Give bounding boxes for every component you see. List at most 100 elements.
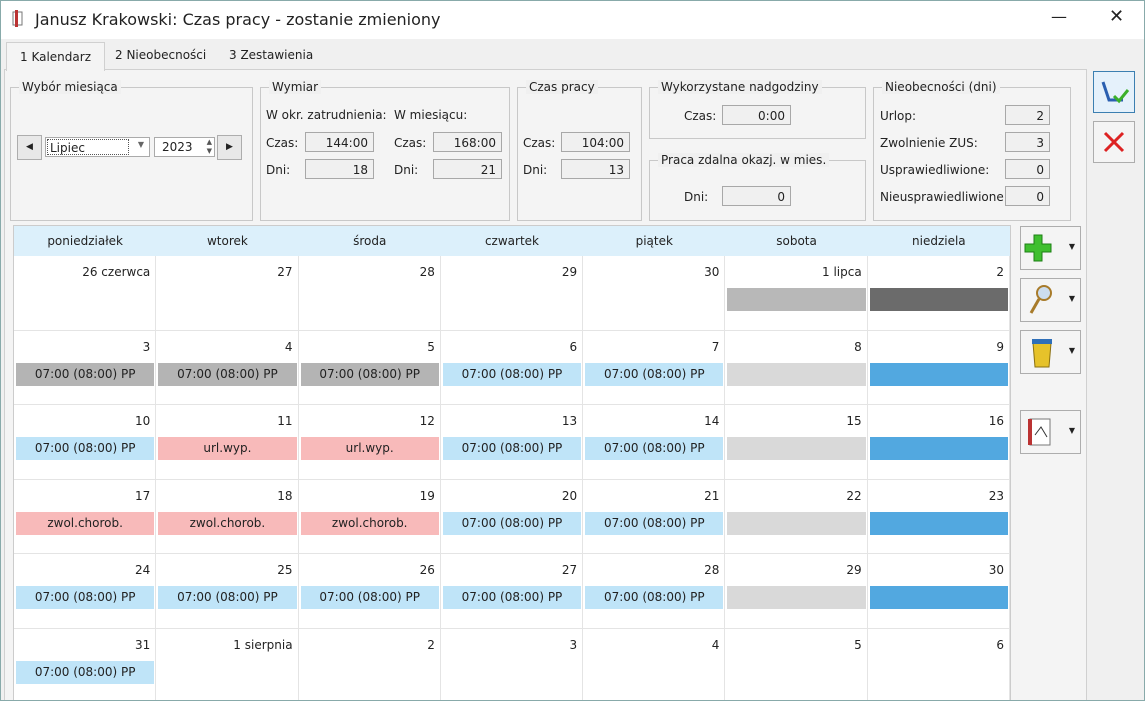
day-label: 25 <box>277 563 293 577</box>
group-box: Wybór miesiąca <box>10 80 253 221</box>
day-cell <box>867 330 1010 405</box>
day-cell <box>298 330 441 405</box>
year-value: 2023 <box>162 140 193 154</box>
group-box: Wykorzystane nadgodziny <box>649 80 866 139</box>
day-cell <box>583 330 726 405</box>
day-label: 6 <box>996 637 1004 652</box>
year-spinner[interactable]: 2023 ▲ ▼ <box>154 137 215 157</box>
group-box: Nieobecności (dni) <box>873 80 1071 221</box>
prev-month-button[interactable]: ◀ <box>17 135 42 160</box>
day-cell <box>14 479 157 554</box>
day-cell <box>156 330 299 405</box>
tab[interactable]: 2 Nieobecności <box>115 48 207 62</box>
day-label: 13 <box>561 414 578 428</box>
day-label: 2 <box>427 637 435 652</box>
day-label: 26 <box>419 563 435 577</box>
day-cell <box>583 554 726 629</box>
day-entry <box>727 437 866 460</box>
day-cell <box>156 628 299 700</box>
day-entry: zwol.chorob. <box>300 511 439 535</box>
day-label: 10 <box>135 414 151 428</box>
day-label: 2 <box>996 265 1004 279</box>
day-entry: 07:00 (08:00) PP <box>300 586 439 609</box>
day-entry: 07:00 (08:00) PP <box>300 362 439 386</box>
day-label: 4 <box>711 637 720 652</box>
day-cell <box>583 256 726 331</box>
day-entry: 07:00 (08:00) PP <box>442 437 582 460</box>
day-label: 4 <box>284 339 293 354</box>
group-title: Wykorzystane nadgodziny <box>658 80 822 94</box>
label: Zwolnienie ZUS: <box>880 136 978 150</box>
day-cell <box>440 479 584 554</box>
day-cell <box>440 405 584 480</box>
day-label: 31 <box>135 637 151 652</box>
day-cell <box>725 405 868 480</box>
day-label: 26 czerwca <box>82 265 151 279</box>
group-box: Czas pracy <box>517 80 642 221</box>
print-button[interactable]: ▼ <box>1020 410 1081 454</box>
day-cell <box>868 628 1010 700</box>
close-button[interactable]: ✕ <box>1109 6 1125 27</box>
day-entry: zwol.chorob. <box>158 511 297 535</box>
day-label: 1 lipca <box>822 265 862 279</box>
day-cell <box>298 554 441 629</box>
field: 3 <box>1005 132 1050 152</box>
day-label: 19 <box>419 488 435 503</box>
add-button[interactable]: ▼ <box>1020 226 1081 270</box>
delete-button[interactable]: ▼ <box>1020 330 1081 374</box>
save-button[interactable] <box>1093 71 1135 113</box>
tab[interactable]: 3 Zestawienia <box>229 48 314 62</box>
day-cell <box>725 554 868 629</box>
day-entry <box>869 511 1008 535</box>
day-cell <box>440 256 584 331</box>
field: 13 <box>561 159 630 179</box>
day-label: 29 <box>561 265 578 279</box>
day-cell <box>725 628 868 700</box>
day-label: 30 <box>988 563 1004 577</box>
day-label: 12 <box>419 414 435 428</box>
tab[interactable]: 1 Kalendarz <box>6 42 105 71</box>
day-label: 28 <box>419 265 435 279</box>
day-label: 28 <box>704 563 720 577</box>
day-label: 23 <box>988 488 1004 503</box>
day-label: 3 <box>569 637 578 652</box>
label: Czas: <box>523 136 556 150</box>
group-title: Wymiar <box>269 80 322 94</box>
weekday-label: czwartek <box>484 234 539 248</box>
field: 0 <box>722 186 791 206</box>
day-cell <box>725 479 868 554</box>
day-cell <box>583 405 726 480</box>
month-value: Lipiec <box>47 139 129 155</box>
day-label: 16 <box>988 414 1004 428</box>
day-label: 22 <box>846 488 862 503</box>
day-label: 18 <box>277 488 293 503</box>
group-title: Wybór miesiąca <box>19 80 121 94</box>
day-cell <box>156 256 299 331</box>
field: 0 <box>1005 159 1050 179</box>
day-cell <box>299 628 441 700</box>
day-entry: 07:00 (08:00) PP <box>585 437 724 460</box>
cancel-button[interactable] <box>1093 121 1135 163</box>
weekday-label: poniedziałek <box>47 234 123 248</box>
view-button[interactable]: ▼ <box>1020 278 1081 322</box>
day-entry <box>869 288 1008 311</box>
minimize-button[interactable]: — <box>1051 7 1067 26</box>
next-month-button[interactable]: ▶ <box>217 135 242 160</box>
day-entry: 07:00 (08:00) PP <box>442 586 582 609</box>
day-label: 27 <box>561 563 578 577</box>
month-combo[interactable]: Lipiec ▼ <box>45 137 150 157</box>
app-icon <box>12 10 23 27</box>
day-label: 5 <box>854 637 862 652</box>
day-entry: 07:00 (08:00) PP <box>442 511 582 535</box>
label: Czas: <box>684 109 717 123</box>
day-label: 24 <box>135 563 151 577</box>
day-label: 15 <box>846 414 862 428</box>
day-entry <box>869 437 1008 460</box>
day-cell <box>867 405 1010 480</box>
day-label: 3 <box>142 339 151 354</box>
day-label: 6 <box>569 339 578 354</box>
day-cell <box>298 479 441 554</box>
day-cell <box>14 628 157 700</box>
day-label: 5 <box>427 339 435 354</box>
